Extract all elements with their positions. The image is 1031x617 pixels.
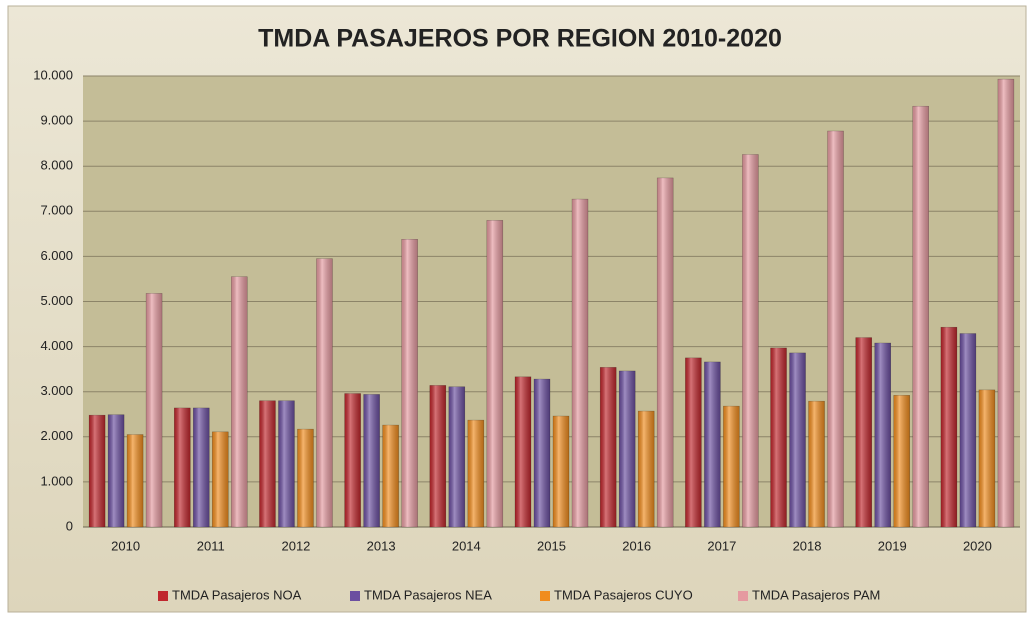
bar <box>959 333 977 528</box>
chart-title: TMDA PASAJEROS POR REGION 2010-2020 <box>258 25 782 53</box>
bar <box>997 78 1015 528</box>
bar <box>363 394 380 528</box>
bar <box>855 337 872 528</box>
y-tick-label: 5.000 <box>40 293 73 308</box>
x-tick-label: 2019 <box>878 538 907 553</box>
y-tick-label: 0 <box>66 518 73 533</box>
legend-swatch <box>158 591 168 601</box>
legend-label: TMDA Pasajeros NEA <box>364 587 492 602</box>
bar <box>212 431 229 528</box>
bar <box>618 370 636 528</box>
bar <box>88 414 106 528</box>
bar <box>552 415 570 528</box>
x-tick-label: 2015 <box>537 538 566 553</box>
bar <box>656 177 674 528</box>
bar <box>599 367 617 528</box>
legend-label: TMDA Pasajeros CUYO <box>554 587 693 602</box>
legend-label: TMDA Pasajeros PAM <box>752 587 880 602</box>
bar <box>978 389 996 528</box>
bar <box>742 154 759 528</box>
y-tick-label: 7.000 <box>40 203 73 218</box>
legend-swatch <box>738 591 748 601</box>
x-tick-label: 2011 <box>197 538 225 553</box>
bar <box>808 400 825 528</box>
bar <box>259 400 276 528</box>
bar <box>912 105 929 528</box>
y-tick-label: 10.000 <box>33 67 73 82</box>
y-tick-label: 9.000 <box>40 113 73 128</box>
x-tick-label: 2010 <box>111 538 140 553</box>
bar <box>723 405 740 528</box>
bar <box>278 400 295 528</box>
bar <box>827 130 844 528</box>
bar <box>401 239 418 528</box>
y-tick-label: 2.000 <box>40 428 73 443</box>
y-tick-label: 1.000 <box>40 473 73 488</box>
bar <box>429 385 447 528</box>
bar <box>174 407 191 528</box>
x-tick-label: 2016 <box>622 538 651 553</box>
y-tick-label: 8.000 <box>40 158 73 173</box>
bar <box>770 347 787 528</box>
bar <box>893 395 910 528</box>
x-tick-label: 2012 <box>281 538 310 553</box>
bar <box>940 326 958 528</box>
bar <box>297 428 314 528</box>
bar <box>571 198 589 528</box>
x-tick-label: 2013 <box>367 538 396 553</box>
legend-label: TMDA Pasajeros NOA <box>172 587 302 602</box>
bar <box>145 293 163 528</box>
bar <box>685 357 702 528</box>
x-tick-label: 2020 <box>963 538 992 553</box>
bar <box>448 386 466 528</box>
bar <box>533 378 551 528</box>
bar <box>231 276 248 528</box>
bar <box>789 352 806 528</box>
bar <box>193 407 210 528</box>
bar <box>126 434 144 528</box>
legend-swatch <box>350 591 360 601</box>
legend-swatch <box>540 591 550 601</box>
bar <box>382 424 399 528</box>
bar <box>637 410 655 528</box>
bar <box>107 414 125 528</box>
bar <box>874 342 891 528</box>
y-tick-label: 3.000 <box>40 383 73 398</box>
y-tick-label: 4.000 <box>40 338 73 353</box>
bar <box>344 393 361 528</box>
bar <box>467 419 485 528</box>
y-tick-label: 6.000 <box>40 248 73 263</box>
bar <box>514 376 532 528</box>
bar <box>316 258 333 528</box>
x-tick-label: 2017 <box>707 538 736 553</box>
bar <box>704 361 721 528</box>
x-tick-label: 2018 <box>793 538 822 553</box>
bar <box>486 220 504 528</box>
x-tick-label: 2014 <box>452 538 481 553</box>
